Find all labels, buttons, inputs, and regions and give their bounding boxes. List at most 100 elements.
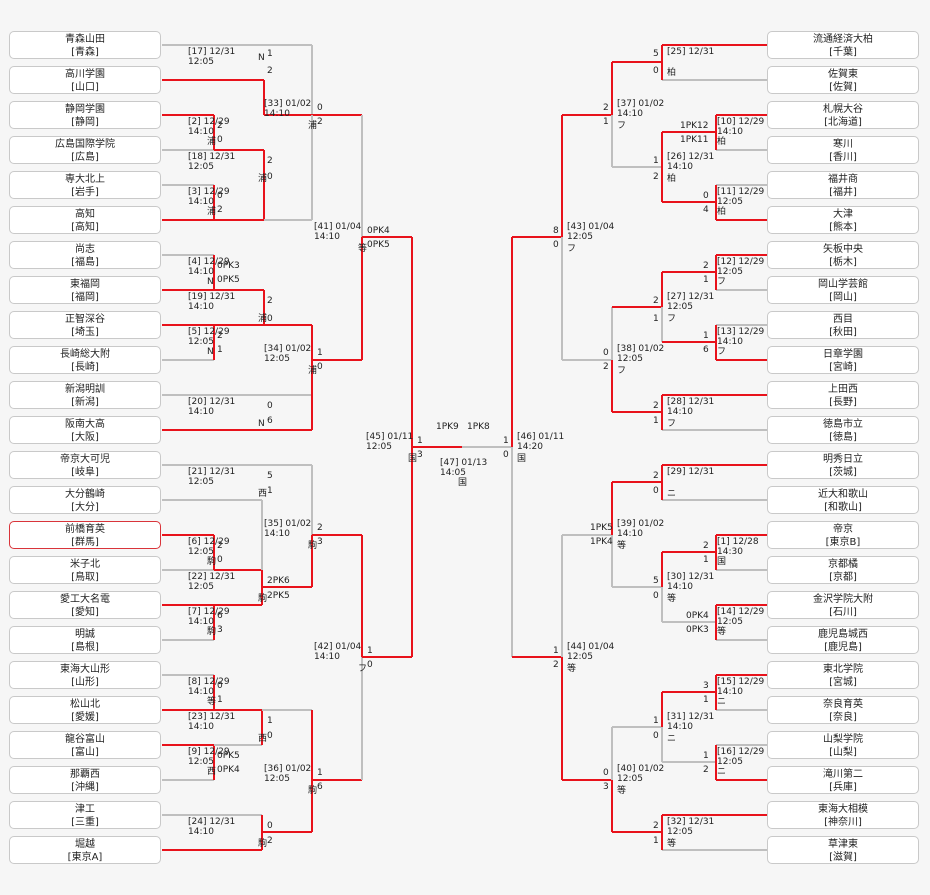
team-name: 札幌大谷 (823, 104, 863, 115)
team-prefecture: [鳥取] (71, 572, 99, 583)
match-label: [40] 01/02 12:05 (617, 764, 665, 784)
left-team-22[interactable]: 那覇西 [沖縄] (9, 766, 161, 794)
match-label: [42] 01/04 14:10 (314, 642, 362, 662)
left-team-8[interactable]: 東福岡 [福岡] (9, 276, 161, 304)
match-label: [25] 12/31 (667, 47, 715, 57)
left-team-9[interactable]: 正智深谷 [埼玉] (9, 311, 161, 339)
right-team-2[interactable]: 佐賀東 [佐賀] (767, 66, 919, 94)
team-name: 龍谷富山 (65, 734, 105, 745)
right-team-22[interactable]: 滝川第二 [兵庫] (767, 766, 919, 794)
match-label: 2 (267, 296, 273, 306)
match-label: 0 (703, 191, 709, 201)
match-label: [45] 01/11 12:05 (366, 432, 414, 452)
match-label: [18] 12/31 12:05 (188, 152, 236, 172)
left-team-11[interactable]: 新潟明訓 [新潟] (9, 381, 161, 409)
match-label: 0 (217, 191, 223, 201)
right-team-3[interactable]: 札幌大谷 [北海道] (767, 101, 919, 129)
team-name: 寒川 (833, 139, 853, 150)
right-team-1[interactable]: 流通経済大柏 [千葉] (767, 31, 919, 59)
match-label: 1 (653, 314, 659, 324)
right-team-13[interactable]: 明秀日立 [茨城] (767, 451, 919, 479)
right-team-21[interactable]: 山梨学院 [山梨] (767, 731, 919, 759)
right-team-7[interactable]: 矢板中央 [栃木] (767, 241, 919, 269)
left-team-24[interactable]: 堀越 [東京A] (9, 836, 161, 864)
match-label: 1 (603, 117, 609, 127)
right-team-8[interactable]: 岡山学芸館 [岡山] (767, 276, 919, 304)
team-name: 高知 (75, 209, 95, 220)
team-name: 松山北 (70, 699, 100, 710)
right-team-16[interactable]: 京都橘 [京都] (767, 556, 919, 584)
match-label: [32] 12/31 12:05 (667, 817, 715, 837)
match-label: [16] 12/29 12:05 (717, 747, 765, 767)
team-prefecture: [東京A] (67, 852, 103, 863)
right-team-11[interactable]: 上田西 [長野] (767, 381, 919, 409)
left-team-5[interactable]: 専大北上 [岩手] (9, 171, 161, 199)
match-label: 1PK4 (590, 537, 613, 547)
team-prefecture: [宮崎] (829, 362, 857, 373)
team-prefecture: [佐賀] (829, 82, 857, 93)
match-label: [35] 01/02 14:10 (264, 519, 312, 539)
right-team-19[interactable]: 東北学院 [宮城] (767, 661, 919, 689)
right-team-9[interactable]: 西目 [秋田] (767, 311, 919, 339)
left-team-2[interactable]: 高川学園 [山口] (9, 66, 161, 94)
left-team-7[interactable]: 尚志 [福島] (9, 241, 161, 269)
team-prefecture: [石川] (829, 607, 857, 618)
match-label: [31] 12/31 14:10 (667, 712, 715, 732)
right-team-12[interactable]: 徳島市立 [徳島] (767, 416, 919, 444)
left-team-12[interactable]: 阪南大高 [大阪] (9, 416, 161, 444)
match-label: 0PK4 (367, 226, 390, 236)
right-team-4[interactable]: 寒川 [香川] (767, 136, 919, 164)
match-label: フ (567, 244, 577, 254)
left-team-17[interactable]: 愛工大名電 [愛知] (9, 591, 161, 619)
left-team-3[interactable]: 静岡学園 [静岡] (9, 101, 161, 129)
left-team-23[interactable]: 津工 [三重] (9, 801, 161, 829)
left-team-1[interactable]: 青森山田 [青森] (9, 31, 161, 59)
left-team-10[interactable]: 長崎総大附 [長崎] (9, 346, 161, 374)
team-prefecture: [岡山] (829, 292, 857, 303)
left-team-15[interactable]: 前橋育英 [群馬] (9, 521, 161, 549)
right-team-10[interactable]: 日章学園 [宮崎] (767, 346, 919, 374)
match-label: 0 (603, 768, 609, 778)
left-team-20[interactable]: 松山北 [愛媛] (9, 696, 161, 724)
right-team-20[interactable]: 奈良育英 [奈良] (767, 696, 919, 724)
left-team-14[interactable]: 大分鶴崎 [大分] (9, 486, 161, 514)
team-prefecture: [島根] (71, 642, 99, 653)
left-team-4[interactable]: 広島国際学院 [広島] (9, 136, 161, 164)
team-prefecture: [神奈川] (824, 817, 862, 828)
team-name: 鹿児島城西 (818, 629, 868, 640)
match-label: 0 (503, 450, 509, 460)
right-team-17[interactable]: 金沢学院大附 [石川] (767, 591, 919, 619)
match-label: 国 (517, 454, 527, 464)
right-team-18[interactable]: 鹿児島城西 [鹿児島] (767, 626, 919, 654)
match-label: 1 (653, 836, 659, 846)
right-team-23[interactable]: 東海大相模 [神奈川] (767, 801, 919, 829)
match-label: 0 (553, 240, 559, 250)
match-label: [23] 12/31 14:10 (188, 712, 236, 732)
team-name: 近大和歌山 (818, 489, 868, 500)
match-label: [9] 12/29 12:05 (188, 747, 230, 767)
match-label: 2 (317, 523, 323, 533)
match-label: [39] 01/02 14:10 (617, 519, 665, 539)
match-label: 2PK5 (267, 591, 290, 601)
left-team-18[interactable]: 明誠 [島根] (9, 626, 161, 654)
match-label: 3 (417, 450, 423, 460)
match-label: 2 (603, 362, 609, 372)
team-prefecture: [熊本] (829, 222, 857, 233)
left-team-16[interactable]: 米子北 [鳥取] (9, 556, 161, 584)
team-prefecture: [長崎] (71, 362, 99, 373)
right-team-15[interactable]: 帝京 [東京B] (767, 521, 919, 549)
left-team-6[interactable]: 高知 [高知] (9, 206, 161, 234)
left-team-21[interactable]: 龍谷富山 [富山] (9, 731, 161, 759)
left-team-19[interactable]: 東海大山形 [山形] (9, 661, 161, 689)
right-team-14[interactable]: 近大和歌山 [和歌山] (767, 486, 919, 514)
match-label: フ (717, 347, 727, 357)
left-team-13[interactable]: 帝京大可児 [岐阜] (9, 451, 161, 479)
team-prefecture: [岐阜] (71, 467, 99, 478)
match-label: [17] 12/31 12:05 (188, 47, 236, 67)
right-team-24[interactable]: 草津東 [滋賀] (767, 836, 919, 864)
team-prefecture: [福島] (71, 257, 99, 268)
right-team-6[interactable]: 大津 [熊本] (767, 206, 919, 234)
match-label: 西 (258, 489, 268, 499)
right-team-5[interactable]: 福井商 [福井] (767, 171, 919, 199)
match-label: 0PK5 (217, 751, 240, 761)
